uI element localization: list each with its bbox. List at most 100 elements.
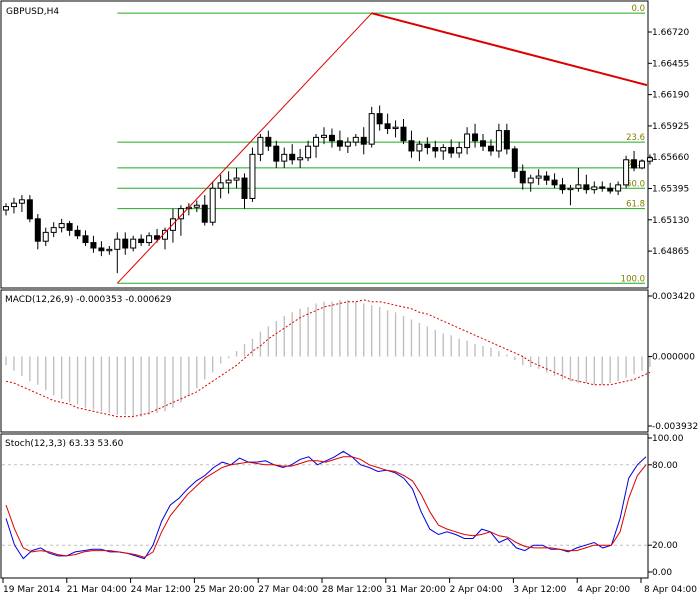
candle [313, 133, 320, 158]
candle-body [448, 147, 455, 154]
candle-body [26, 199, 33, 220]
candle-body [567, 187, 574, 191]
candle [241, 173, 248, 209]
candle-body [344, 141, 351, 147]
macd-axis: 0.003420 0.000000 -0.003932 [648, 292, 698, 432]
candle-body [368, 113, 375, 145]
candle [543, 171, 550, 185]
candle-body [487, 145, 494, 152]
price-tick-label: 1.66190 [652, 91, 689, 101]
candle-body [646, 157, 653, 162]
time-tick-label: 27 Mar 04:00 [258, 585, 318, 595]
candle [464, 127, 471, 155]
candle [98, 241, 105, 257]
candle [130, 235, 137, 252]
fib-label-1: 23.6 [626, 133, 645, 143]
candle [416, 140, 423, 162]
candle [201, 195, 208, 226]
candle [249, 147, 256, 202]
candle-body [3, 206, 9, 211]
candle [392, 120, 399, 138]
candle-body [58, 223, 65, 229]
candle [209, 181, 216, 226]
macd-tick-label: 0.000000 [652, 352, 695, 362]
candle [321, 127, 327, 145]
candle [487, 139, 494, 156]
candle-body [233, 177, 240, 181]
candle [599, 181, 606, 192]
price-tick-label: 1.65660 [652, 153, 689, 163]
candle-body [623, 159, 630, 186]
candle-body [464, 133, 471, 149]
candle-body [416, 143, 423, 152]
candle-body [66, 223, 73, 231]
candle [90, 235, 97, 253]
candle [376, 105, 383, 131]
candle [122, 232, 129, 255]
candle-body [615, 184, 622, 192]
candle-body [392, 126, 399, 130]
candle [575, 167, 582, 192]
candle-body [193, 204, 200, 208]
candle [607, 182, 614, 194]
candle [615, 181, 622, 196]
candle-body [114, 238, 121, 250]
candle [10, 197, 17, 214]
candle [591, 181, 598, 194]
candle [281, 147, 288, 168]
candle-body [607, 187, 614, 192]
candle [114, 232, 121, 274]
time-tick-label: 21 Mar 04:00 [67, 585, 127, 595]
time-tick-label: 8 Apr 04:00 [644, 585, 697, 595]
candle-body [360, 136, 367, 145]
candle [297, 148, 304, 168]
candle [527, 174, 534, 192]
candle [217, 174, 224, 199]
price-tick-label: 1.65925 [652, 122, 689, 132]
candle-body [42, 231, 49, 242]
candle-body [328, 134, 335, 142]
candle [257, 133, 264, 162]
stoch-tick-label: 80.00 [652, 461, 678, 471]
candle-body [543, 175, 550, 181]
candle-body [480, 140, 486, 147]
candle [424, 137, 431, 155]
candle [58, 218, 65, 233]
candle-body [74, 229, 81, 237]
price-pane-frame [0, 0, 649, 289]
candle [50, 222, 57, 238]
candle-body [511, 148, 518, 172]
candle-body [273, 145, 280, 162]
candle-body [384, 123, 391, 130]
candle [26, 195, 33, 223]
candle [503, 123, 510, 155]
candle-body [265, 136, 272, 147]
candle-body [122, 238, 129, 249]
candle [66, 220, 73, 236]
trendline-1 [371, 12, 648, 87]
candles [3, 105, 653, 274]
candle-body [90, 242, 97, 249]
candle [567, 184, 574, 206]
time-tick-label: 28 Mar 12:00 [322, 585, 382, 595]
stoch-axis: 100.00 80.00 20.00 0.00 [648, 434, 684, 578]
candle [623, 155, 630, 189]
fib-label-5: 100.0 [621, 274, 645, 284]
time-tick-label: 31 Mar 20:00 [386, 585, 446, 595]
candle [472, 123, 479, 148]
candle-body [201, 204, 208, 223]
candle [18, 195, 25, 213]
stoch-tick-label: 0.00 [652, 568, 672, 578]
candle [82, 230, 89, 246]
candle [519, 164, 526, 190]
price-tick-label: 1.64865 [652, 247, 689, 257]
candle-body [10, 202, 17, 208]
candle-body [249, 153, 256, 199]
candle-body [241, 177, 248, 199]
candle-body [106, 248, 113, 252]
price-axis: 1.66720 1.66455 1.66190 1.65925 1.65660 1.653… [648, 28, 689, 257]
price-tick-label: 1.66455 [652, 59, 689, 69]
candle [193, 200, 200, 213]
candle [456, 142, 463, 158]
stoch-title: Stoch(12,3,3) 63.33 53.60 [5, 439, 124, 449]
